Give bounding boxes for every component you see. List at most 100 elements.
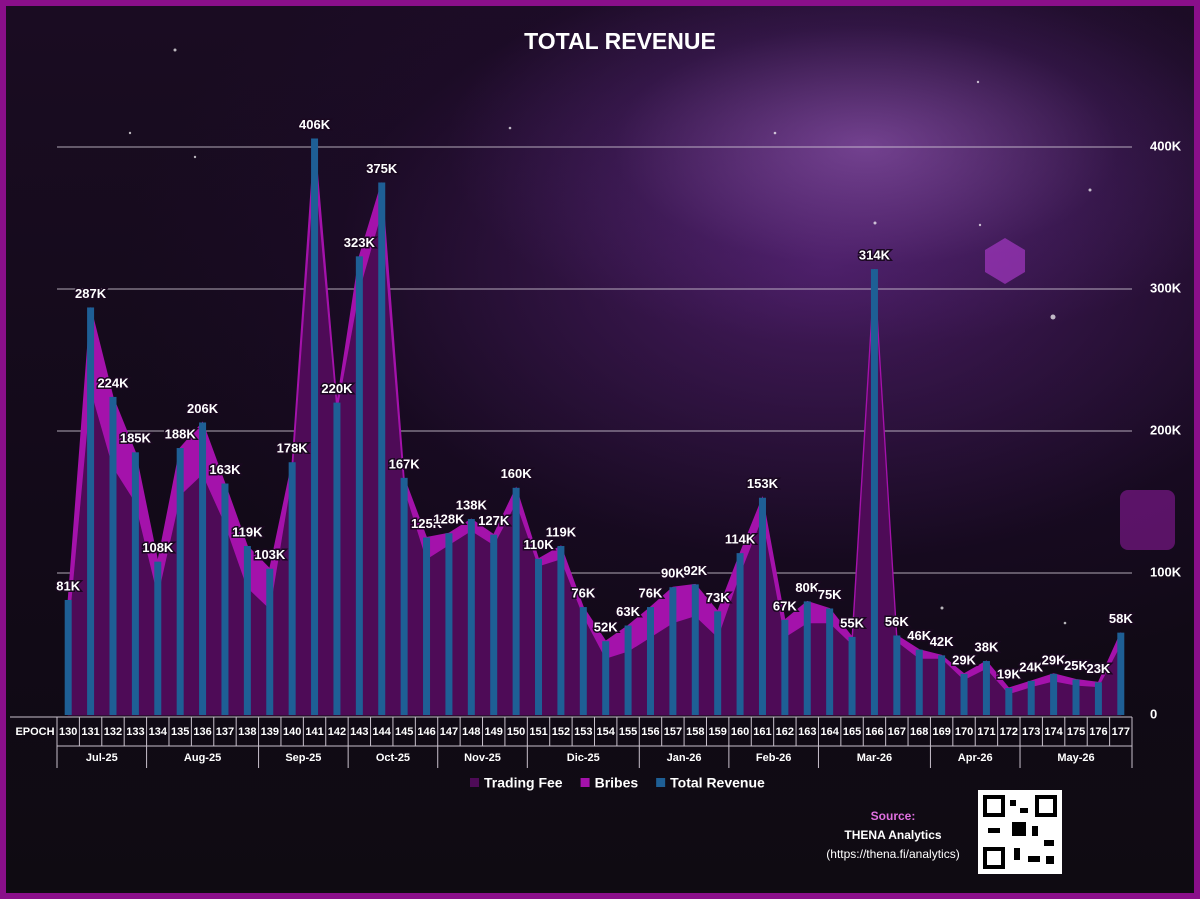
x-tick-label: 135 bbox=[171, 726, 189, 738]
data-label: 188K bbox=[165, 426, 197, 441]
x-group-label: Aug-25 bbox=[184, 752, 221, 764]
data-label: 76K bbox=[639, 586, 663, 601]
bar bbox=[803, 601, 811, 715]
bar bbox=[691, 584, 699, 715]
bar bbox=[467, 519, 475, 715]
bar bbox=[154, 561, 162, 715]
data-label: 29K bbox=[952, 652, 976, 667]
bar bbox=[400, 477, 408, 715]
x-group-label: May-26 bbox=[1057, 752, 1094, 764]
bar bbox=[355, 256, 363, 715]
x-tick-label: 176 bbox=[1089, 726, 1107, 738]
data-label: 73K bbox=[706, 590, 730, 605]
x-tick-label: 166 bbox=[865, 726, 883, 738]
x-tick-label: 146 bbox=[417, 726, 435, 738]
x-tick-label: 154 bbox=[597, 726, 616, 738]
x-tick-label: 138 bbox=[238, 726, 256, 738]
data-label: 287K bbox=[75, 286, 107, 301]
source-label: Source: bbox=[871, 809, 916, 823]
data-label: 178K bbox=[277, 441, 309, 456]
bar bbox=[781, 619, 789, 715]
x-tick-label: 144 bbox=[373, 726, 392, 738]
data-label: 206K bbox=[187, 401, 219, 416]
data-label: 185K bbox=[120, 431, 152, 446]
x-tick-label: 153 bbox=[574, 726, 592, 738]
bar bbox=[714, 611, 722, 715]
data-label: 220K bbox=[321, 381, 353, 396]
x-group-label: Dic-25 bbox=[567, 752, 600, 764]
data-label: 46K bbox=[907, 628, 931, 643]
x-tick-label: 132 bbox=[104, 726, 122, 738]
x-tick-label: 160 bbox=[731, 726, 749, 738]
bar bbox=[535, 558, 543, 715]
bar bbox=[893, 635, 901, 715]
bar bbox=[512, 487, 520, 715]
bar bbox=[557, 546, 565, 715]
bar bbox=[87, 307, 95, 715]
legend-label: Bribes bbox=[595, 775, 639, 791]
legend-swatch bbox=[470, 778, 479, 787]
data-label: 90K bbox=[661, 566, 685, 581]
data-label: 92K bbox=[683, 563, 707, 578]
x-group-label: Apr-26 bbox=[958, 752, 993, 764]
data-label: 153K bbox=[747, 476, 779, 491]
x-tick-label: 142 bbox=[328, 726, 346, 738]
data-label: 108K bbox=[142, 540, 174, 555]
data-label: 24K bbox=[1019, 659, 1043, 674]
y-tick-label: 200K bbox=[1150, 422, 1182, 437]
data-label: 110K bbox=[523, 537, 554, 552]
x-tick-label: 174 bbox=[1044, 726, 1063, 738]
x-tick-label: 151 bbox=[529, 726, 547, 738]
x-tick-label: 137 bbox=[216, 726, 234, 738]
bar bbox=[1072, 679, 1080, 715]
bar bbox=[266, 568, 274, 715]
x-tick-label: 171 bbox=[977, 726, 995, 738]
data-label: 29K bbox=[1042, 652, 1066, 667]
legend-label: Total Revenue bbox=[670, 775, 765, 791]
source-url: (https://thena.fi/analytics) bbox=[826, 847, 959, 861]
x-tick-label: 139 bbox=[261, 726, 279, 738]
bar bbox=[490, 534, 498, 715]
bar bbox=[870, 269, 878, 715]
x-tick-label: 158 bbox=[686, 726, 704, 738]
y-tick-label: 0 bbox=[1150, 706, 1157, 721]
x-tick-label: 167 bbox=[888, 726, 906, 738]
data-label: 323K bbox=[344, 235, 376, 250]
legend-swatch bbox=[580, 778, 590, 787]
bar bbox=[982, 661, 990, 715]
bar bbox=[131, 452, 139, 715]
bar bbox=[1117, 632, 1125, 715]
bar bbox=[221, 483, 229, 715]
data-label: 406K bbox=[299, 117, 331, 132]
data-label: 55K bbox=[840, 615, 864, 630]
bar bbox=[1027, 680, 1035, 715]
data-label: 160K bbox=[501, 466, 533, 481]
x-tick-label: 156 bbox=[641, 726, 659, 738]
x-tick-label: 130 bbox=[59, 726, 77, 738]
bar bbox=[109, 396, 117, 715]
x-tick-label: 157 bbox=[664, 726, 682, 738]
data-label: 52K bbox=[594, 620, 618, 635]
data-label: 67K bbox=[773, 598, 797, 613]
source-name: THENA Analytics bbox=[844, 828, 941, 842]
bar bbox=[333, 402, 341, 715]
bar bbox=[624, 625, 632, 715]
x-tick-label: 152 bbox=[552, 726, 570, 738]
y-tick-label: 300K bbox=[1150, 280, 1182, 295]
x-group-label: Oct-25 bbox=[376, 752, 410, 764]
legend-swatch bbox=[656, 778, 666, 787]
data-label: 167K bbox=[389, 456, 421, 471]
qr-code bbox=[978, 790, 1062, 874]
x-tick-label: 163 bbox=[798, 726, 816, 738]
data-label: 25K bbox=[1064, 658, 1088, 673]
x-tick-label: 145 bbox=[395, 726, 413, 738]
bar bbox=[646, 607, 654, 715]
x-tick-label: 165 bbox=[843, 726, 861, 738]
bar bbox=[938, 655, 946, 715]
bar bbox=[1094, 682, 1102, 715]
data-label: 375K bbox=[366, 161, 398, 176]
x-group-label: Sep-25 bbox=[285, 752, 321, 764]
x-tick-label: 169 bbox=[932, 726, 950, 738]
bar bbox=[669, 587, 677, 715]
x-group-label: Nov-25 bbox=[464, 752, 501, 764]
